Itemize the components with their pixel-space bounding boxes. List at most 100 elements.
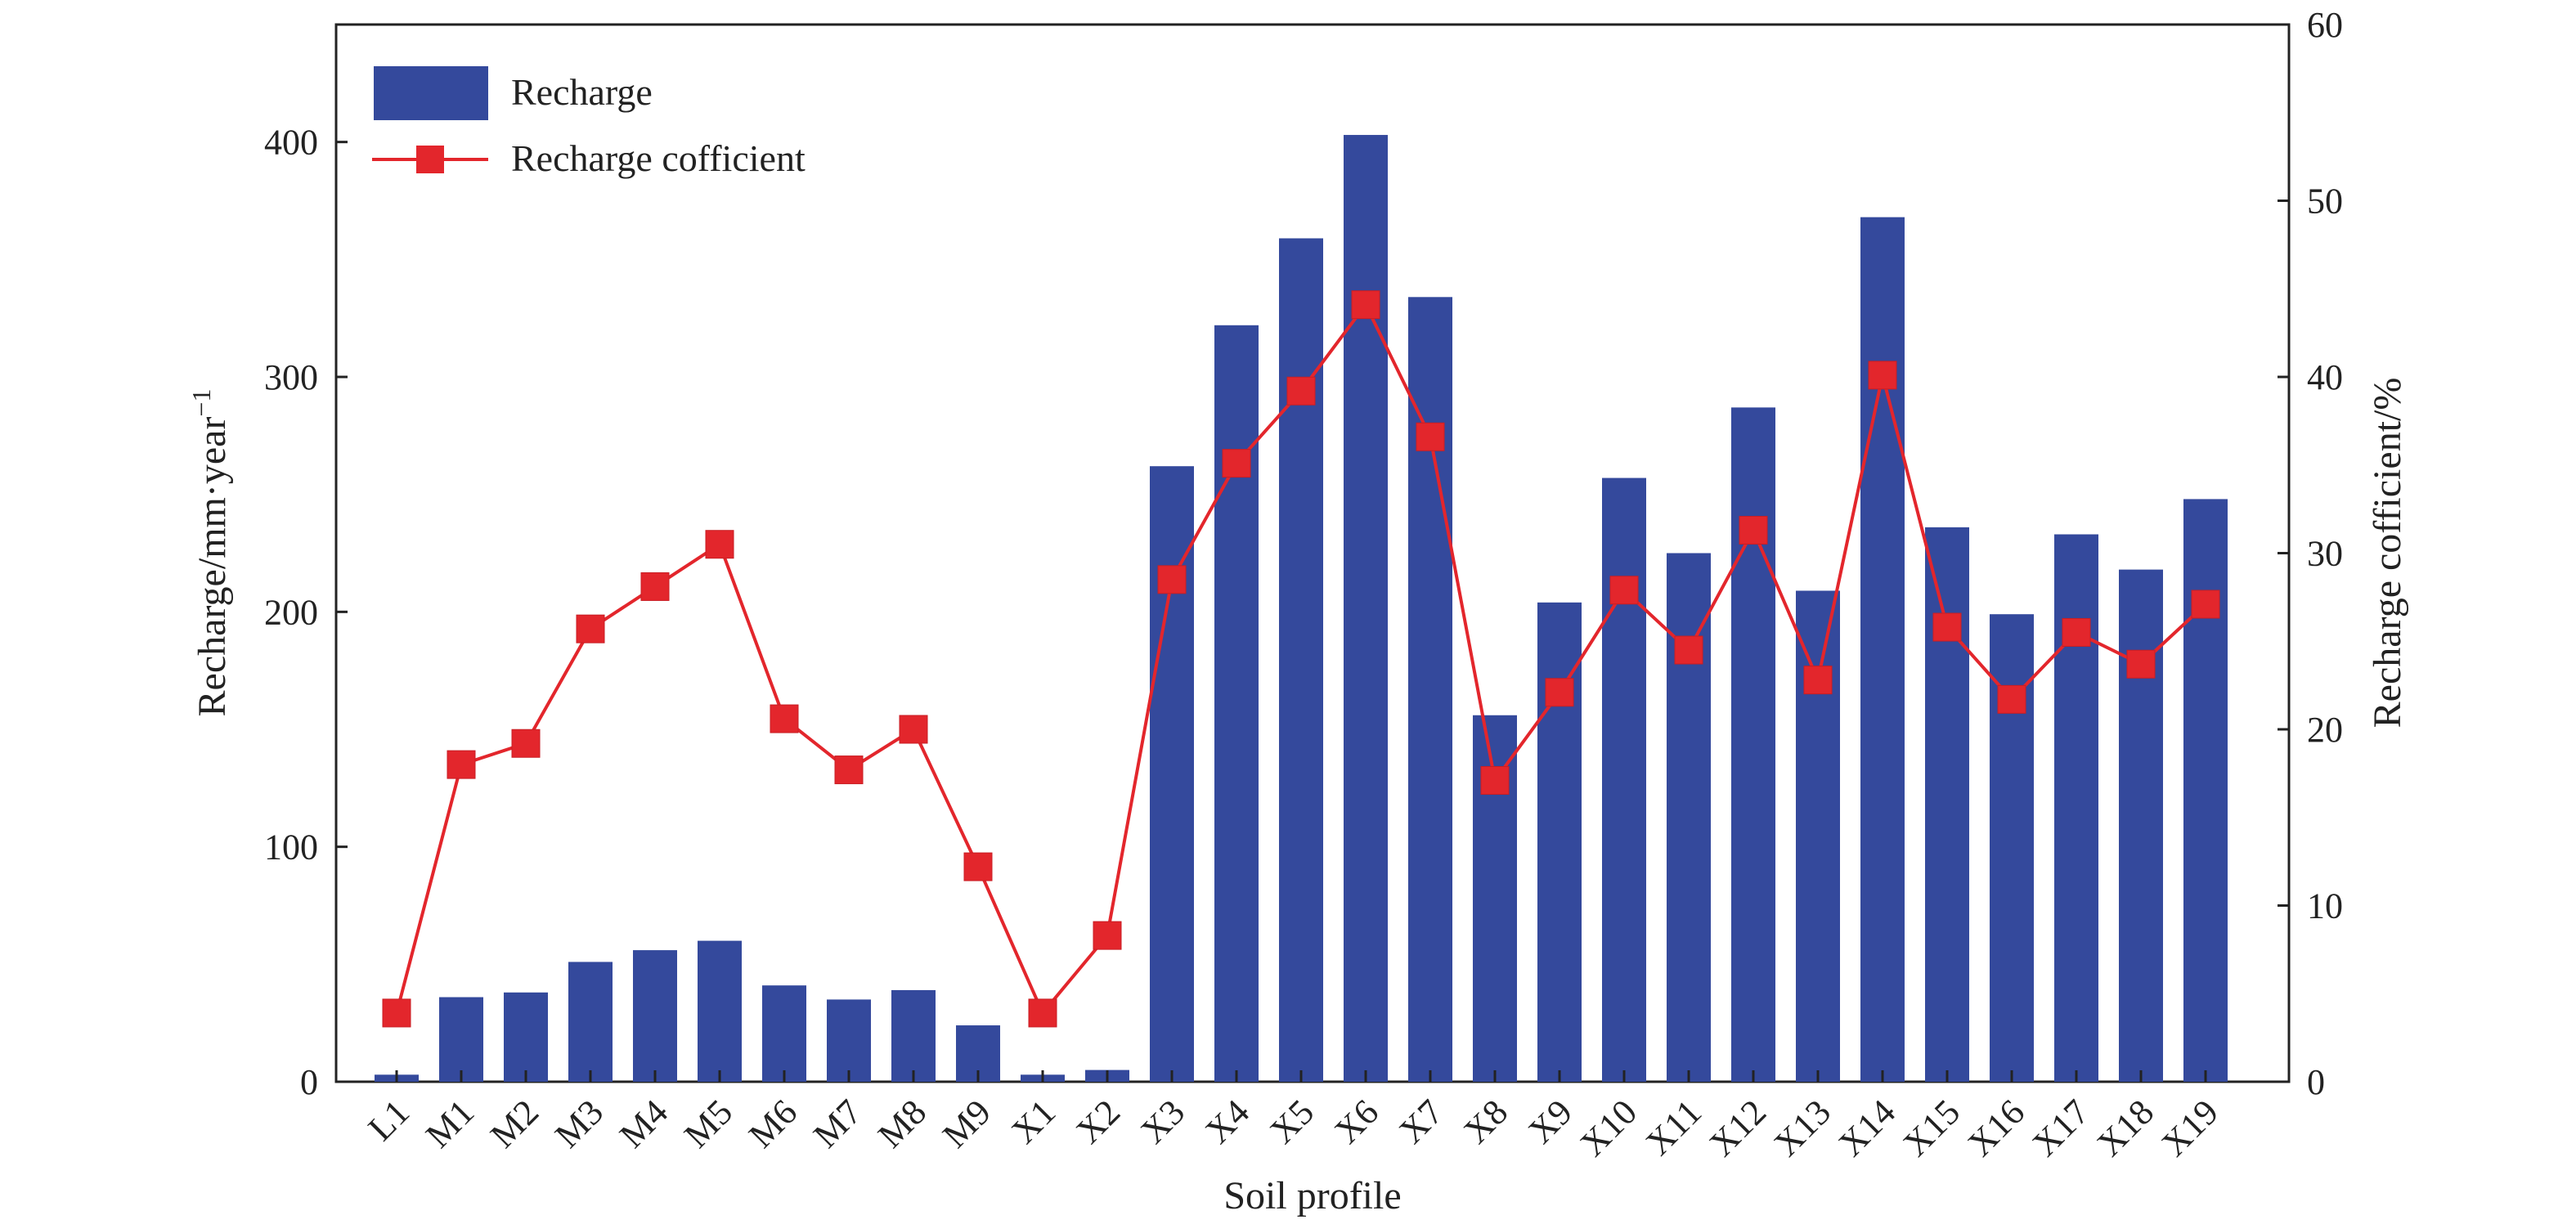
marker-x3 bbox=[1157, 565, 1187, 594]
bar-x11 bbox=[1667, 553, 1711, 1082]
x-tick-label-m4: M4 bbox=[612, 1092, 675, 1155]
marker-m7 bbox=[834, 755, 864, 785]
marker-x1 bbox=[1028, 998, 1057, 1028]
x-tick-label-l1: L1 bbox=[361, 1092, 417, 1148]
right-tick-label: 50 bbox=[2307, 182, 2343, 222]
x-tick-label-x3: X3 bbox=[1133, 1092, 1192, 1151]
bars-layer bbox=[375, 135, 2228, 1083]
right-tick-label: 60 bbox=[2307, 5, 2343, 45]
marker-x2 bbox=[1093, 921, 1122, 950]
marker-x16 bbox=[1997, 684, 2026, 714]
bar-x13 bbox=[1796, 590, 1840, 1082]
x-tick-label-x2: X2 bbox=[1068, 1092, 1128, 1151]
bar-m5 bbox=[698, 940, 742, 1082]
marker-m2 bbox=[511, 729, 541, 758]
marker-x9 bbox=[1545, 678, 1574, 707]
marker-x10 bbox=[1609, 576, 1639, 605]
left-tick-label: 0 bbox=[300, 1062, 318, 1102]
bar-m7 bbox=[827, 999, 871, 1082]
x-tick-label-x4: X4 bbox=[1197, 1092, 1257, 1151]
legend-label-recharge-cofficient: Recharge cofficient bbox=[511, 137, 806, 179]
bar-x3 bbox=[1150, 466, 1194, 1082]
marker-m1 bbox=[447, 750, 476, 779]
x-tick-label-x12: X12 bbox=[1702, 1092, 1774, 1163]
x-tick-label-x5: X5 bbox=[1262, 1092, 1322, 1151]
bar-x7 bbox=[1408, 297, 1452, 1083]
bar-m3 bbox=[568, 962, 613, 1082]
right-axis-title: Recharge cofficient/% bbox=[2366, 378, 2409, 729]
right-axis: 0 10 20 30 40 50 60 bbox=[2278, 5, 2343, 1102]
bar-x15 bbox=[1925, 527, 1969, 1082]
marker-x17 bbox=[2062, 617, 2091, 647]
right-tick-label: 0 bbox=[2307, 1062, 2325, 1102]
marker-m4 bbox=[640, 572, 670, 601]
marker-x18 bbox=[2126, 649, 2156, 679]
left-tick-label: 300 bbox=[264, 357, 318, 397]
left-tick-label: 100 bbox=[264, 827, 318, 868]
x-tick-label-x15: X15 bbox=[1896, 1092, 1968, 1163]
legend: Recharge Recharge cofficient bbox=[372, 66, 806, 179]
bar-m1 bbox=[439, 997, 483, 1082]
x-tick-label-x11: X11 bbox=[1638, 1092, 1709, 1163]
x-tick-label-x14: X14 bbox=[1831, 1092, 1903, 1163]
bar-x19 bbox=[2183, 499, 2228, 1082]
right-tick-label: 30 bbox=[2307, 534, 2343, 574]
bar-x9 bbox=[1537, 602, 1582, 1082]
x-tick-label-m3: M3 bbox=[547, 1092, 611, 1155]
marker-x4 bbox=[1222, 449, 1251, 478]
marker-l1 bbox=[382, 998, 411, 1028]
marker-m3 bbox=[576, 614, 605, 643]
bar-x10 bbox=[1602, 477, 1646, 1082]
x-axis-title: Soil profile bbox=[1223, 1174, 1401, 1217]
x-tick-label-x17: X17 bbox=[2025, 1092, 2097, 1163]
marker-x14 bbox=[1868, 361, 1897, 390]
x-tick-label-m8: M8 bbox=[870, 1092, 934, 1155]
marker-m9 bbox=[963, 852, 993, 881]
marker-x13 bbox=[1803, 666, 1833, 695]
marker-x11 bbox=[1674, 635, 1703, 665]
bar-x4 bbox=[1214, 325, 1259, 1083]
marker-m6 bbox=[770, 704, 799, 733]
marker-x19 bbox=[2191, 590, 2220, 619]
left-axis-title: Recharge/mm·year−1 bbox=[186, 389, 234, 717]
left-tick-label: 400 bbox=[264, 123, 318, 163]
legend-label-recharge: Recharge bbox=[511, 71, 653, 113]
bar-m6 bbox=[762, 985, 806, 1082]
marker-x6 bbox=[1351, 290, 1380, 320]
legend-swatch-recharge bbox=[374, 66, 488, 120]
bar-x18 bbox=[2119, 569, 2163, 1082]
x-tick-label-x19: X19 bbox=[2154, 1092, 2226, 1163]
x-tick-label-x9: X9 bbox=[1520, 1092, 1580, 1151]
x-tick-label-x18: X18 bbox=[2089, 1092, 2161, 1163]
marker-x7 bbox=[1416, 422, 1445, 451]
x-axis: L1 M1 M2 M3 M4 M5 M6 M7 M8 M9 X1 X2 X3 X4 X5 X6 X7 X8 X9X1… bbox=[361, 1070, 2226, 1164]
x-tick-label-x1: X1 bbox=[1003, 1092, 1063, 1151]
marker-m5 bbox=[705, 530, 734, 559]
x-tick-label-x13: X13 bbox=[1766, 1092, 1838, 1163]
legend-marker-recharge-cofficient bbox=[416, 146, 444, 173]
marker-m8 bbox=[899, 715, 928, 744]
x-tick-label-x10: X10 bbox=[1573, 1092, 1645, 1163]
x-tick-label-x7: X7 bbox=[1391, 1092, 1451, 1151]
right-tick-label: 20 bbox=[2307, 710, 2343, 750]
x-tick-label-m2: M2 bbox=[482, 1092, 546, 1155]
marker-x8 bbox=[1480, 765, 1510, 795]
bar-x17 bbox=[2054, 534, 2098, 1082]
left-tick-label: 200 bbox=[264, 592, 318, 632]
x-tick-label-m1: M1 bbox=[418, 1092, 482, 1155]
x-tick-label-x6: X6 bbox=[1326, 1092, 1386, 1151]
bar-m4 bbox=[633, 950, 677, 1082]
bar-x5 bbox=[1279, 238, 1323, 1082]
right-tick-label: 40 bbox=[2307, 357, 2343, 397]
bar-x12 bbox=[1731, 407, 1775, 1082]
marker-x12 bbox=[1739, 515, 1768, 545]
x-tick-label-m6: M6 bbox=[741, 1092, 805, 1155]
x-tick-label-x16: X16 bbox=[1960, 1092, 2032, 1163]
bar-x6 bbox=[1344, 135, 1388, 1083]
marker-x15 bbox=[1932, 612, 1962, 642]
markers-layer bbox=[382, 290, 2220, 1028]
bar-m2 bbox=[504, 992, 548, 1082]
x-tick-label-m5: M5 bbox=[676, 1092, 740, 1155]
x-tick-label-m7: M7 bbox=[806, 1092, 869, 1155]
